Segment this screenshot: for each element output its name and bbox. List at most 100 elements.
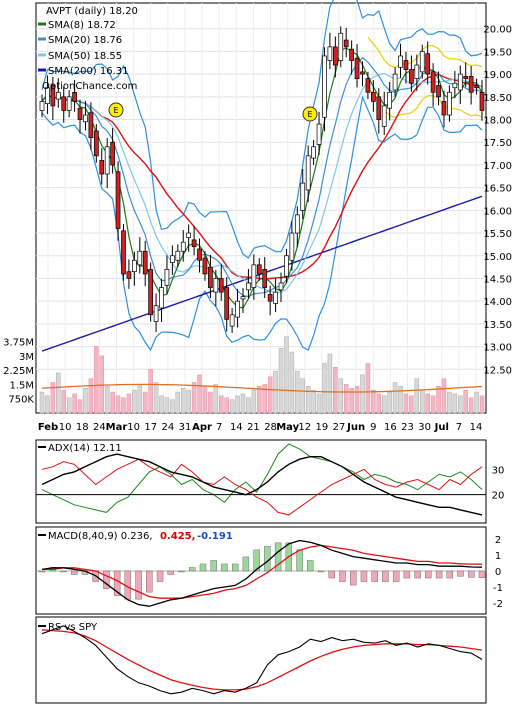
volume-bar <box>387 391 392 414</box>
price-panel-frame <box>35 2 487 414</box>
volume-bar <box>191 382 197 414</box>
volume-bar <box>295 370 300 414</box>
macd-histogram-bar <box>70 570 78 575</box>
candle-body <box>305 155 311 191</box>
volume-bar <box>463 389 468 414</box>
x-tick: 24 <box>93 422 106 433</box>
candle-body <box>50 85 56 107</box>
candle-body <box>83 114 88 123</box>
candle-body <box>381 105 387 127</box>
macd-histogram-bar <box>371 570 378 582</box>
candle-body <box>338 32 344 61</box>
volume-bar <box>365 363 371 414</box>
x-tick: 19 <box>316 422 329 433</box>
volume-bar <box>186 389 191 414</box>
earnings-marker-feb: E <box>108 102 124 118</box>
candle-body <box>457 73 463 91</box>
candle-body <box>360 71 365 75</box>
adx-y-tick: 30 <box>492 465 505 476</box>
x-tick: 14 <box>230 422 243 433</box>
sma50-line <box>41 72 483 294</box>
volume-bar <box>137 384 143 414</box>
volume-bar <box>148 368 153 414</box>
candle-body <box>170 255 175 263</box>
x-tick: 16 <box>384 422 397 433</box>
candle-body <box>311 146 316 159</box>
price-y-tick: 20.00 <box>483 25 512 36</box>
x-tick: 28 <box>264 422 277 433</box>
volume-bar <box>409 395 414 414</box>
volume-bar <box>202 386 208 414</box>
price-y-tick: 15.50 <box>483 229 512 240</box>
x-tick: 27 <box>333 422 346 433</box>
candle-body <box>387 91 393 109</box>
candle-body <box>126 271 132 279</box>
volume-bar <box>224 397 229 414</box>
volume-bar <box>66 397 72 414</box>
candle-body <box>289 232 295 261</box>
volume-bar <box>474 391 479 414</box>
x-tick: 23 <box>401 422 414 433</box>
volume-bar <box>316 393 322 414</box>
candle-body <box>349 48 354 61</box>
x-tick: 24 <box>161 422 174 433</box>
macd-histogram-bar <box>189 567 196 572</box>
volume-bar <box>414 378 420 414</box>
candle-body <box>251 264 257 288</box>
x-axis-labels: Feb 10 18 24 Mar 10 17 24 31 Apr 7 14 21 28 May 12 19 27 J… <box>38 422 483 433</box>
earnings-marker-may: E <box>302 106 318 122</box>
x-tick: Jun <box>346 422 365 433</box>
volume-bar <box>180 387 186 414</box>
candle-body <box>425 53 431 75</box>
volume-bar <box>398 386 403 414</box>
macd-y-tick: 1 <box>495 551 501 562</box>
volume-bar <box>273 370 278 414</box>
volume-bar <box>104 386 110 414</box>
candle-body <box>398 55 403 68</box>
x-tick: Mar <box>106 422 128 433</box>
volume-bar <box>45 395 50 414</box>
candle-body <box>202 257 208 275</box>
macd-histogram-bar <box>199 563 207 572</box>
macd-histogram-bar <box>414 570 421 579</box>
x-tick: 12 <box>298 422 311 433</box>
envelope-upper-line <box>367 36 483 68</box>
macd-histogram-bar <box>478 570 486 578</box>
macd-histogram-bar <box>103 570 110 589</box>
macd-histogram-bar <box>307 560 314 572</box>
macd-panel-frame <box>35 526 487 615</box>
candle-body <box>327 46 333 61</box>
x-tick: 17 <box>144 422 157 433</box>
volume-bar <box>213 384 219 414</box>
macd-label: MACD(8,40,9) 0.236, <box>48 531 153 542</box>
earnings-marker-may-label: E <box>307 110 312 119</box>
macd-histogram-bar <box>231 563 239 572</box>
volume-y-tick-labels: 3.75M 3M 2.25M 1.5M 750K <box>3 338 34 406</box>
volume-bar <box>246 397 251 414</box>
candle-body <box>66 96 72 111</box>
price-y-tick: 18.50 <box>483 93 512 104</box>
candle-body <box>278 282 284 291</box>
volume-bar <box>257 386 262 414</box>
sma8-line <box>41 47 483 309</box>
candle-body <box>246 282 251 291</box>
macd-histogram-bar <box>392 570 400 582</box>
volume-bar <box>343 384 349 414</box>
volume-bar <box>235 395 240 414</box>
volume-y-tick: 1.5M <box>9 380 34 391</box>
macd-histogram-bar <box>60 570 67 573</box>
upper-band-line <box>41 0 483 259</box>
macd-histogram-bar <box>146 570 153 593</box>
volume-bar <box>132 389 137 414</box>
legend-sma50: SMA(50) 18.55 <box>48 51 122 62</box>
candle-body <box>175 250 181 261</box>
price-y-tick: 14.50 <box>483 274 512 285</box>
macd-histogram-bar <box>425 570 432 579</box>
volume-bar <box>447 391 452 414</box>
minus-di-line <box>41 458 483 516</box>
candle-body <box>294 214 300 234</box>
volume-bar <box>436 386 441 414</box>
candle-body <box>191 239 197 248</box>
volume-bar <box>267 376 273 414</box>
